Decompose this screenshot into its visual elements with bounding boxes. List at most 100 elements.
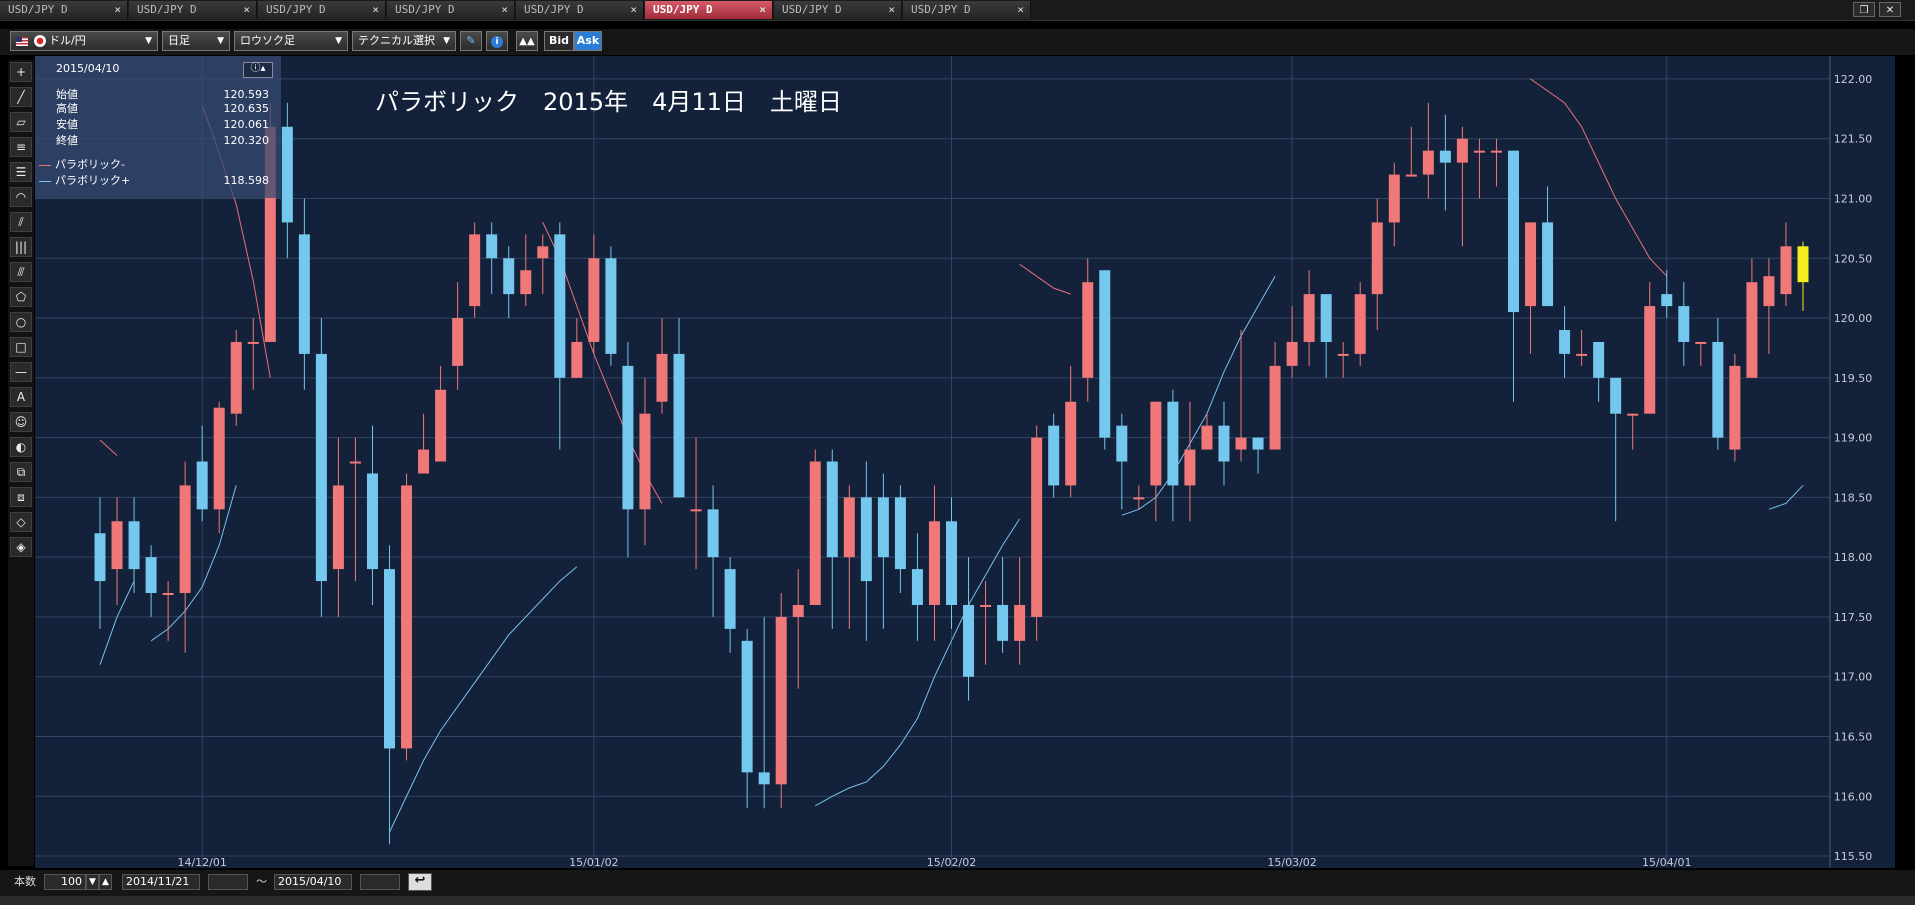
- pentagon-icon[interactable]: ⬠: [10, 287, 32, 307]
- chart-tab[interactable]: USD/JPY D ×: [774, 1, 902, 19]
- period-value: 日足: [168, 34, 190, 47]
- ask-button[interactable]: Ask: [574, 31, 602, 51]
- chart-tab[interactable]: USD/JPY D ×: [258, 1, 386, 19]
- candle: [1661, 294, 1673, 307]
- candle: [1712, 341, 1724, 438]
- vertical-lines-icon[interactable]: |||: [10, 237, 32, 257]
- period-select[interactable]: 日足 ▼: [162, 31, 230, 51]
- chart-area[interactable]: 115.50 116.00 116.50 117.00 117.50 118.00 118.…: [35, 56, 1895, 868]
- layers-icon[interactable]: ⧈: [10, 487, 32, 507]
- count-down-button[interactable]: ▼: [86, 874, 99, 890]
- start-date-input[interactable]: 2014/11/21: [122, 874, 200, 890]
- candle: [503, 258, 515, 295]
- tab-bar: USD/JPY D × USD/JPY D × USD/JPY D × USD/JPY D ×…: [0, 0, 1915, 21]
- circle-icon[interactable]: ○: [10, 312, 32, 332]
- candle: [1320, 294, 1332, 342]
- candle: [826, 461, 838, 558]
- candle: [554, 234, 566, 378]
- count-input[interactable]: 100: [44, 874, 86, 890]
- candle: [690, 509, 702, 512]
- eraser-icon[interactable]: ◇: [10, 512, 32, 532]
- close-tab-icon[interactable]: ×: [372, 3, 379, 16]
- fan-icon[interactable]: ⫽: [10, 212, 32, 232]
- count-up-button[interactable]: ▲: [99, 874, 112, 890]
- x-tick-label: 15/03/02: [1267, 856, 1316, 868]
- y-tick-label: 121.50: [1834, 133, 1873, 146]
- return-icon[interactable]: ↩: [408, 873, 432, 891]
- y-tick-label: 118.50: [1834, 491, 1873, 504]
- close-tab-icon[interactable]: ×: [114, 3, 121, 16]
- restore-window-button[interactable]: ❐: [1853, 2, 1875, 17]
- candle: [792, 604, 804, 617]
- rectangle-icon[interactable]: □: [10, 337, 32, 357]
- start-time-input[interactable]: [208, 874, 248, 890]
- fibonacci-icon[interactable]: ☰: [10, 162, 32, 182]
- y-axis-labels: 115.50 116.00 116.50 117.00 117.50 118.00 118.…: [1834, 73, 1873, 863]
- info-label: 終値: [56, 134, 78, 147]
- eraser-all-icon[interactable]: ◈: [10, 537, 32, 557]
- sar-minus-line: [1019, 263, 1071, 295]
- chart-tab[interactable]: USD/JPY D ×: [387, 1, 515, 19]
- end-time-input[interactable]: [360, 874, 400, 890]
- candle: [94, 533, 106, 582]
- candle: [911, 569, 923, 605]
- bid-button[interactable]: Bid: [544, 31, 574, 51]
- crosshair-icon[interactable]: +: [10, 62, 32, 82]
- close-tab-icon[interactable]: ×: [1017, 3, 1024, 16]
- sar-minus-line: [1530, 78, 1668, 277]
- close-window-button[interactable]: ✕: [1879, 2, 1901, 17]
- close-tab-icon[interactable]: ×: [501, 3, 508, 16]
- candle: [588, 258, 600, 342]
- current-candle: [1797, 246, 1809, 283]
- mountain-chart-button[interactable]: ▲▲: [516, 31, 538, 51]
- text-icon[interactable]: A: [10, 387, 32, 407]
- info-collapse-button[interactable]: ⓘ▴: [243, 62, 273, 78]
- end-date-input[interactable]: 2015/04/10: [274, 874, 352, 890]
- candlestick-chart[interactable]: 115.50 116.00 116.50 117.00 117.50 118.00 118.…: [35, 56, 1895, 868]
- legend-value: 118.598: [223, 174, 270, 187]
- info-button[interactable]: i: [486, 31, 508, 51]
- candle: [1133, 497, 1145, 500]
- copy-icon[interactable]: ⧉: [10, 462, 32, 482]
- candle: [520, 270, 532, 295]
- technical-select[interactable]: テクニカル選択 ▼: [352, 31, 456, 51]
- close-tab-icon[interactable]: ×: [243, 3, 250, 16]
- chart-type-value: ロウソク足: [240, 34, 295, 47]
- currency-pair-select[interactable]: ドル/円 ▼: [10, 31, 158, 51]
- pen-button[interactable]: ✎: [460, 31, 482, 51]
- emoji-icon[interactable]: ☺: [10, 412, 32, 432]
- info-value: 120.320: [223, 134, 270, 147]
- chart-tab[interactable]: USD/JPY D ×: [516, 1, 644, 19]
- chart-type-select[interactable]: ロウソク足 ▼: [234, 31, 348, 51]
- arc-icon[interactable]: ◠: [10, 187, 32, 207]
- close-tab-icon[interactable]: ×: [759, 3, 766, 16]
- candle: [1456, 138, 1468, 163]
- y-tick-label: 116.00: [1834, 790, 1873, 803]
- ruler-icon[interactable]: ▱: [10, 112, 32, 132]
- candle: [775, 616, 787, 785]
- candle: [1644, 306, 1656, 414]
- info-row-open: 始値 120.593: [56, 88, 281, 102]
- drop-icon[interactable]: ◐: [10, 437, 32, 457]
- chart-tab[interactable]: USD/JPY D ×: [129, 1, 257, 19]
- candle: [1422, 150, 1434, 175]
- channel-icon[interactable]: ⫻: [10, 262, 32, 282]
- tab-label: USD/JPY D: [266, 3, 326, 16]
- chart-tab-active[interactable]: USD/JPY D ×: [645, 1, 773, 19]
- candle: [332, 485, 344, 570]
- info-row-low: 安値 120.061: [56, 118, 281, 132]
- hline-icon[interactable]: —: [10, 362, 32, 382]
- y-tick-label: 117.50: [1834, 611, 1873, 624]
- candle: [843, 497, 855, 558]
- legend-sar-minus: パラボリック-: [39, 158, 281, 172]
- candle: [401, 485, 413, 749]
- close-tab-icon[interactable]: ×: [630, 3, 637, 16]
- line-icon[interactable]: ╱: [10, 87, 32, 107]
- legend-swatch: [39, 164, 51, 166]
- candle: [128, 521, 140, 570]
- horizontal-lines-icon[interactable]: ≡: [10, 137, 32, 157]
- chart-tab[interactable]: USD/JPY D ×: [903, 1, 1031, 19]
- close-tab-icon[interactable]: ×: [888, 3, 895, 16]
- info-label: 始値: [56, 88, 78, 101]
- chart-tab[interactable]: USD/JPY D ×: [0, 1, 128, 19]
